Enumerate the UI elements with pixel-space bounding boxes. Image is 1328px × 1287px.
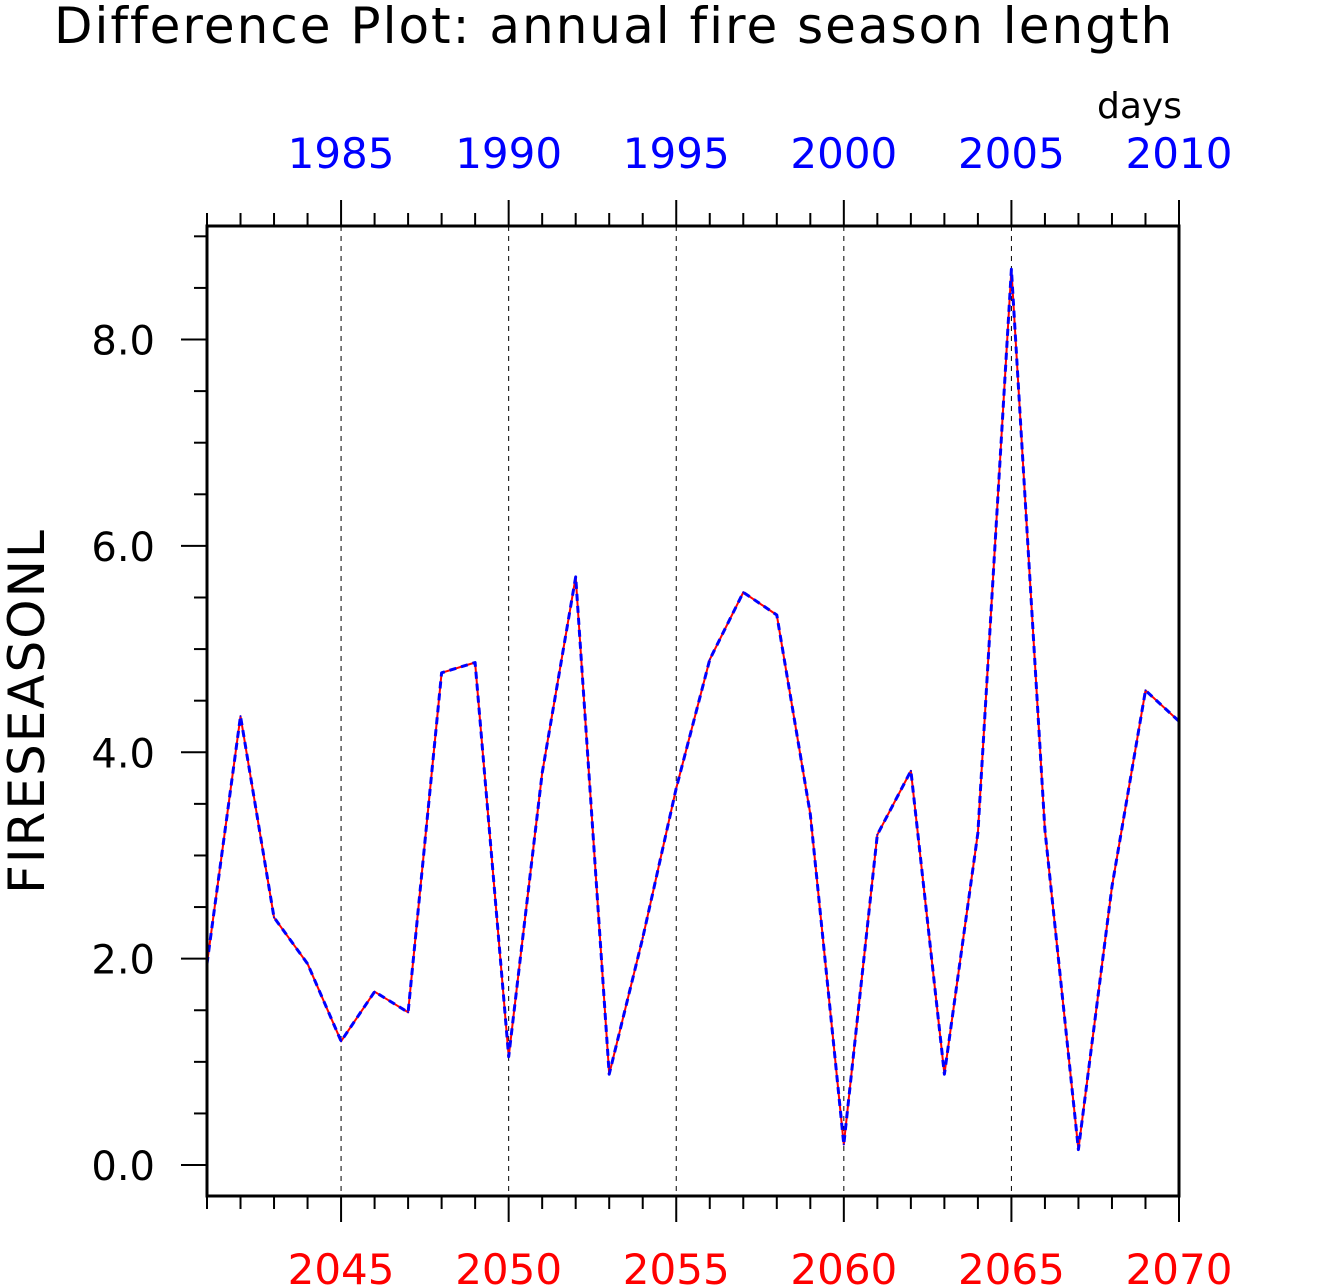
x-top-tick-label: 2010 [1126,129,1233,178]
data-point [373,990,376,993]
y-tick-label: 0.0 [91,1144,155,1190]
plot-frame [205,224,1181,1198]
data-point [1010,268,1013,271]
data-point [675,787,678,790]
y-tick-label: 6.0 [91,525,155,571]
data-point [641,937,644,939]
data-point [608,1073,611,1076]
x-top-tick-label: 1990 [455,129,562,178]
data-point [440,671,443,674]
data-point [1144,689,1147,692]
data-point [474,661,477,664]
series-line-1 [206,268,1180,1151]
data-point [306,962,309,965]
x-bottom-tick-label: 2070 [1126,1245,1233,1287]
units-label: days [1097,86,1182,127]
chart-title: Difference Plot: annual fire season leng… [54,0,1174,55]
x-top-tick-label: 2005 [958,129,1065,178]
data-point [541,771,544,774]
data-point [909,769,912,772]
x-bottom-tick-label: 2045 [288,1245,395,1287]
series-lines [205,267,1181,1152]
data-point [775,614,778,616]
x-top-tick-label: 1995 [623,129,730,178]
x-bottom-tick-label: 2050 [455,1245,562,1287]
data-point [943,1073,946,1076]
data-point [1043,828,1046,831]
y-tick-label: 8.0 [91,319,155,365]
y-tick-label: 2.0 [91,938,155,984]
data-point [1111,885,1113,888]
data-point [708,658,711,661]
gridlines [340,226,1012,1196]
data-point [239,715,242,718]
tick-labels: 0.0 2.0 4.0 6.0 8.0 2045 2050 2055 2060 2065 2070 1… [91,129,1232,1287]
x-bottom-tick-label: 2060 [790,1245,897,1287]
data-point [1077,1148,1080,1151]
data-point [574,575,577,578]
data-point [340,1040,343,1043]
data-point [842,1143,845,1146]
x-top-tick-label: 2000 [790,129,897,178]
axes [181,200,1181,1222]
data-point [876,833,879,836]
x-bottom-tick-label: 2065 [958,1245,1065,1287]
data-point [809,813,812,816]
data-point [273,916,275,919]
series-line-2 [205,267,1181,1152]
x-top-tick-label: 1985 [288,129,395,178]
data-point [507,1055,510,1058]
x-bottom-tick-label: 2055 [623,1245,730,1287]
data-point [407,1011,410,1014]
y-tick-label: 4.0 [91,731,155,777]
data-point [742,591,745,594]
y-axis-label: FIRESEASONL [0,528,56,894]
data-point [976,831,979,834]
